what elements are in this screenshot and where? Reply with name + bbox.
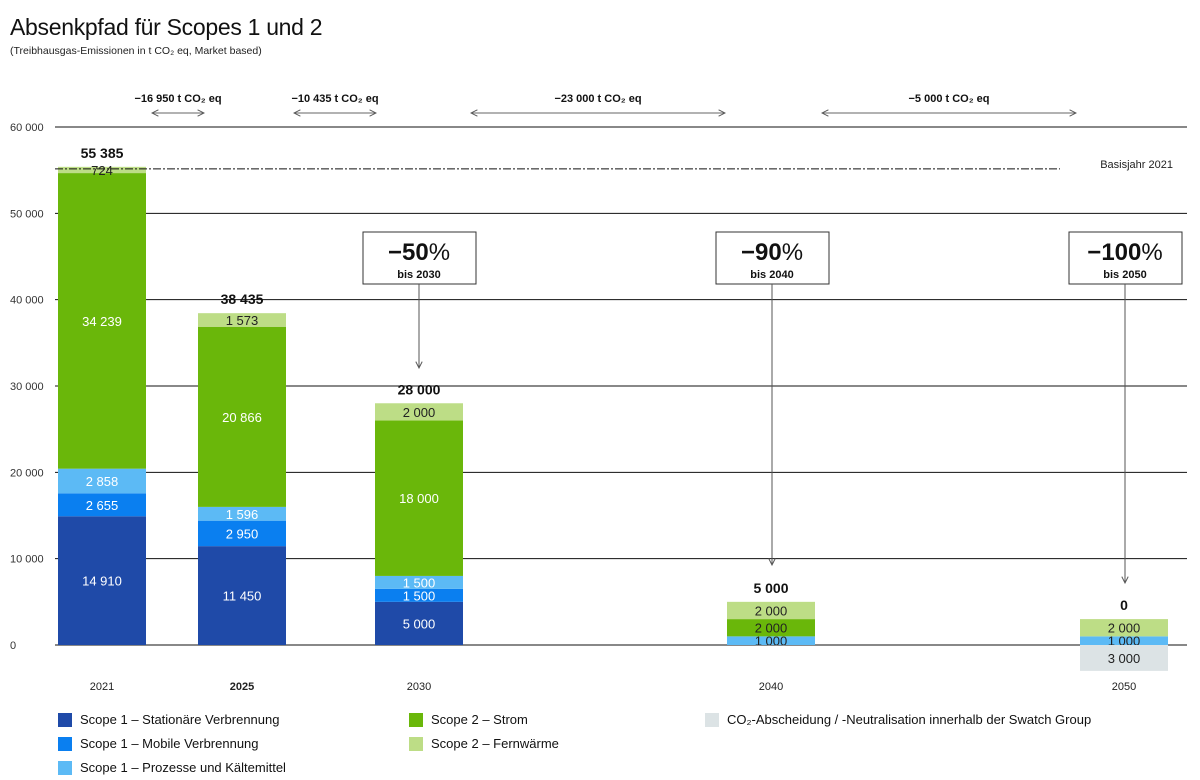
legend-label: Scope 1 – Prozesse und Kältemittel [80,760,286,775]
legend-swatch [58,712,72,727]
y-tick-label: 30 000 [10,381,44,393]
segment-label: 2 000 [755,603,788,618]
legend-label: Scope 2 – Strom [431,712,528,727]
legend-swatch [409,712,423,727]
legend-swatch [58,736,72,751]
chart-title: Absenkpfad für Scopes 1 und 2 [10,14,323,40]
segment-label: 1 000 [755,634,788,649]
y-tick-label: 40 000 [10,295,44,307]
bar-segment [1080,619,1168,637]
legend-item: Scope 1 – Stationäre Verbrennung [58,712,279,727]
segment-label: 3 000 [1108,651,1141,666]
bar-segment [198,546,286,645]
baseline-label: Basisjahr 2021 [1100,159,1173,171]
legend-label: Scope 1 – Mobile Verbrennung [80,736,259,751]
bar-segment [375,403,463,421]
segment-label: 2 950 [226,526,259,541]
bar-segment [727,601,815,620]
bar-segment [58,468,146,494]
segment-label: 11 450 [223,589,262,604]
legend-item: Scope 2 – Strom [409,712,528,727]
bar-segment [198,506,286,521]
segment-label: 2 000 [403,405,436,420]
segment-label: 2 000 [755,621,788,636]
y-tick-label: 20 000 [10,467,44,479]
bar-segment [198,313,286,327]
bar-segment [1080,636,1168,645]
legend-label: Scope 1 – Stationäre Verbrennung [80,712,280,727]
segment-label: 18 000 [399,491,439,506]
segment-label: 724 [91,163,113,178]
segment-label: 34 239 [82,314,122,329]
bar-segment [198,520,286,547]
total-label: 38 435 [221,291,264,307]
bar-segment [375,420,463,576]
bar-segment [375,575,463,589]
x-tick-label: 2050 [1112,681,1136,693]
y-tick-label: 50 000 [10,208,44,220]
legend-label: CO₂-Abscheidung / -Neutralisation innerh… [727,712,1092,727]
legend-item: Scope 2 – Fernwärme [409,736,559,751]
x-tick-label: 2025 [230,681,254,693]
segment-label: 2 000 [1108,621,1141,636]
segment-label: 20 866 [222,410,262,425]
legend-swatch [705,712,719,727]
chart-subtitle: (Treibhausgas-Emissionen in t CO₂ eq, Ma… [10,45,262,57]
bar-segment [375,588,463,602]
y-tick-label: 10 000 [10,554,44,566]
total-label: 55 385 [81,145,124,161]
segment-label: 1 500 [403,575,436,590]
bar-segment [58,516,146,645]
bar-segment [58,493,146,517]
x-tick-label: 2030 [407,681,431,693]
bar-segment [58,173,146,469]
total-label: 5 000 [753,580,788,596]
target-percent: −100% [1087,239,1162,266]
segment-label: 1 000 [1108,634,1141,649]
legend-swatch [409,736,423,751]
legend-item: CO₂-Abscheidung / -Neutralisation innerh… [705,712,1091,727]
x-tick-label: 2040 [759,681,783,693]
target-label: bis 2030 [397,269,440,281]
legend-swatch [58,760,72,775]
bar-segment [1080,645,1168,671]
target-box [362,231,477,285]
target-label: bis 2040 [750,269,793,281]
reduction-label: −10 435 t CO₂ eq [291,93,378,105]
y-tick-label: 0 [10,640,16,652]
segment-label: 1 596 [226,507,259,522]
bar-segment [375,601,463,645]
target-box [715,231,830,285]
bar-segment [58,166,146,174]
target-label: bis 2050 [1103,269,1146,281]
y-tick-label: 60 000 [10,122,44,134]
segment-label: 2 858 [86,474,119,489]
target-percent: −50% [388,239,450,266]
reduction-label: −23 000 t CO₂ eq [554,93,641,105]
bar-segment [198,326,286,507]
reduction-label: −16 950 t CO₂ eq [134,93,221,105]
total-label: 28 000 [398,381,441,397]
legend-item: Scope 1 – Prozesse und Kältemittel [58,760,286,775]
target-percent: −90% [741,239,803,266]
legend-label: Scope 2 – Fernwärme [431,736,559,751]
segment-label: 14 910 [82,574,122,589]
reduction-label: −5 000 t CO₂ eq [908,93,989,105]
segment-label: 1 500 [403,588,436,603]
total-label: 0 [1120,597,1128,613]
bar-segment [727,619,815,637]
segment-label: 2 655 [86,498,119,513]
target-box [1068,231,1183,285]
bar-segment [727,636,815,645]
x-tick-label: 2021 [90,681,114,693]
segment-label: 1 573 [226,313,259,328]
legend-item: Scope 1 – Mobile Verbrennung [58,736,259,751]
segment-label: 5 000 [403,616,436,631]
